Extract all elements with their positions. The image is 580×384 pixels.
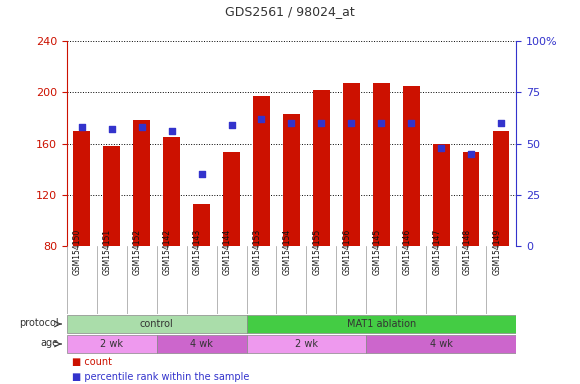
Text: GSM154152: GSM154152 [133,228,142,275]
Text: GSM154146: GSM154146 [403,228,411,275]
Text: GSM154142: GSM154142 [162,228,172,275]
Text: age: age [40,338,59,348]
Text: GSM154149: GSM154149 [492,228,501,275]
Text: protocol: protocol [19,318,59,328]
Bar [463,152,480,246]
Point [467,151,476,157]
Bar [133,121,150,246]
Bar [343,83,360,246]
Bar [283,114,300,246]
Point [287,120,296,126]
Text: 2 wk: 2 wk [295,339,318,349]
Text: 2 wk: 2 wk [100,339,123,349]
Bar [373,83,390,246]
Text: GDS2561 / 98024_at: GDS2561 / 98024_at [225,5,355,18]
Text: GSM154154: GSM154154 [282,228,292,275]
Bar [67,335,157,353]
Text: GSM154156: GSM154156 [342,228,351,275]
Point [407,120,416,126]
Bar [433,144,450,246]
Text: control: control [140,319,173,329]
Bar [253,96,270,246]
Bar [367,335,516,353]
Point [317,120,326,126]
Bar [157,335,246,353]
Point [77,124,86,130]
Point [437,144,446,151]
Text: GSM154155: GSM154155 [313,228,321,275]
Text: ■ percentile rank within the sample: ■ percentile rank within the sample [72,371,250,381]
Bar [493,131,509,246]
Text: GSM154147: GSM154147 [432,228,441,275]
Bar [223,152,240,246]
Point [197,171,206,177]
Point [227,122,236,128]
Text: 4 wk: 4 wk [430,339,453,349]
Point [257,116,266,122]
Point [347,120,356,126]
Bar [164,137,180,246]
Text: GSM154151: GSM154151 [103,228,111,275]
Bar [246,315,516,333]
Text: ■ count: ■ count [72,356,113,366]
Bar [67,315,246,333]
Text: GSM154144: GSM154144 [223,228,231,275]
Point [107,126,116,132]
Point [377,120,386,126]
Text: 4 wk: 4 wk [190,339,213,349]
Text: GSM154143: GSM154143 [193,228,202,275]
Bar [313,90,329,246]
Bar [103,146,120,246]
Point [137,124,146,130]
Text: GSM154150: GSM154150 [72,228,82,275]
Text: GSM154145: GSM154145 [372,228,382,275]
Bar [193,204,210,246]
Bar [74,131,90,246]
Point [496,120,506,126]
Text: GSM154153: GSM154153 [252,228,262,275]
Point [167,128,176,134]
Bar [246,335,367,353]
Bar [403,86,419,246]
Text: GSM154148: GSM154148 [462,228,472,275]
Text: MAT1 ablation: MAT1 ablation [347,319,416,329]
